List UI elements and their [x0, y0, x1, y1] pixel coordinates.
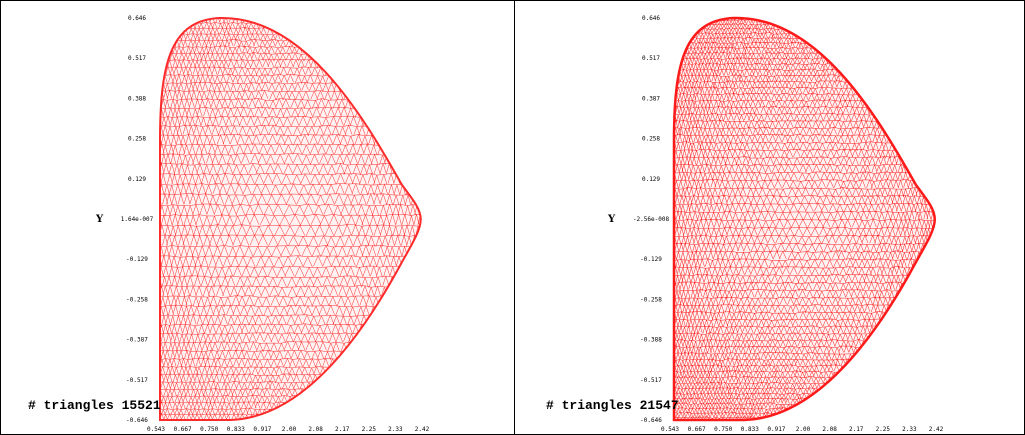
mesh-boundary-right [672, 16, 936, 422]
y-tick-label: 0.258 [128, 136, 146, 143]
y-tick-label: -2.56e-008 [633, 216, 670, 223]
x-tick-label: 0.917 [253, 426, 271, 433]
x-tick-label: 2.25 [876, 426, 891, 433]
mesh-background [674, 17, 935, 420]
y-tick-label: -0.129 [126, 256, 148, 263]
x-tick-label: 2.42 [929, 426, 944, 433]
triangle-count-left: # triangles 15521 [28, 398, 161, 413]
mesh-boundary-left [159, 16, 422, 421]
y-tick-label: 0.129 [128, 176, 146, 183]
x-tick-label: 0.750 [714, 426, 732, 433]
y-tick-label: 0.388 [128, 95, 146, 102]
y-tick-label: -0.517 [126, 377, 148, 384]
x-tick-label: 0.543 [147, 426, 165, 433]
panel-divider [514, 0, 515, 435]
x-tick-label: 2.08 [308, 426, 323, 433]
y-tick-label: 1.64e-007 [121, 216, 154, 223]
y-axis-ticks-right: 0.646 0.517 0.387 0.258 0.129 -2.56e-008 -0.12… [633, 15, 670, 424]
x-tick-label: 2.17 [849, 426, 864, 433]
y-tick-label: -0.258 [640, 296, 662, 303]
y-tick-label: 0.258 [642, 136, 660, 143]
y-tick-label: 0.517 [128, 55, 146, 62]
x-axis-ticks-right: 0.543 0.667 0.750 0.833 0.917 2.00 2.08 2.17 2.2… [661, 426, 944, 433]
x-tick-label: 2.42 [415, 426, 430, 433]
y-axis-label-left: Y [95, 214, 104, 225]
x-tick-label: 2.08 [822, 426, 837, 433]
y-tick-label: 0.517 [642, 55, 660, 62]
x-tick-label: 0.833 [741, 426, 759, 433]
x-tick-label: 2.25 [362, 426, 377, 433]
x-tick-label: 0.750 [200, 426, 218, 433]
y-tick-label: -0.387 [126, 337, 148, 344]
y-tick-label: -0.517 [640, 377, 662, 384]
y-tick-label: -0.258 [126, 296, 148, 303]
x-tick-label: 0.833 [227, 426, 245, 433]
y-axis-label-right: Y [607, 214, 616, 225]
x-axis-ticks-left: 0.543 0.667 0.750 0.833 0.917 2.00 2.08 2.17 2.2… [147, 426, 430, 433]
y-tick-label: 0.129 [642, 176, 660, 183]
y-tick-label: -0.388 [640, 337, 662, 344]
y-tick-label: -0.646 [126, 417, 148, 424]
y-tick-label: 0.646 [642, 15, 660, 22]
x-tick-label: 0.667 [688, 426, 706, 433]
y-tick-label: -0.129 [640, 256, 662, 263]
x-tick-label: 2.00 [796, 426, 811, 433]
x-tick-label: 2.17 [335, 426, 350, 433]
mesh-panel-left: 0.646 0.517 0.388 0.258 0.129 1.64e-007 -0.129… [28, 15, 430, 433]
x-tick-label: 2.33 [388, 426, 403, 433]
y-tick-label: 0.646 [128, 15, 146, 22]
triangle-mesh-right [674, 17, 935, 420]
y-axis-ticks-left: 0.646 0.517 0.388 0.258 0.129 1.64e-007 -0.129… [121, 15, 154, 424]
x-tick-label: 2.00 [282, 426, 297, 433]
x-tick-label: 2.33 [902, 426, 917, 433]
y-tick-label: -0.646 [640, 417, 662, 424]
x-tick-label: 0.917 [767, 426, 785, 433]
x-tick-label: 0.543 [661, 426, 679, 433]
x-tick-label: 0.667 [174, 426, 192, 433]
triangle-count-right: # triangles 21547 [546, 398, 679, 413]
y-tick-label: 0.387 [642, 95, 660, 102]
triangle-mesh-left [160, 17, 421, 420]
mesh-panel-right: 0.646 0.517 0.387 0.258 0.129 -2.56e-008 -0.12… [546, 15, 944, 433]
